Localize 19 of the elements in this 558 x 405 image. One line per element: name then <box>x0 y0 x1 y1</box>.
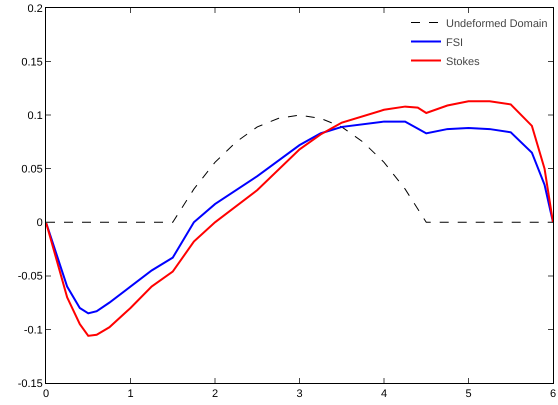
x-tick-label: 5 <box>465 388 472 400</box>
x-tick-label: 1 <box>127 388 134 400</box>
x-tick-label: 2 <box>212 388 218 400</box>
legend-label: Stokes <box>446 56 480 68</box>
y-tick-label: 0.2 <box>28 2 43 15</box>
line-series <box>46 100 553 337</box>
y-tick-label: 0.15 <box>21 56 43 68</box>
y-tick-label: 0 <box>36 217 43 230</box>
y-tick-label: 0.05 <box>21 164 43 176</box>
y-tick-label: -0.05 <box>18 270 43 283</box>
x-tick-label: 3 <box>296 388 303 400</box>
x-tick-label: 6 <box>550 388 556 400</box>
legend-label: Undeformed Domain <box>446 18 548 30</box>
legend-label: FSI <box>446 36 464 49</box>
y-tick-label: -0.15 <box>18 378 43 390</box>
y-tick-label: 0.1 <box>28 110 43 122</box>
y-tick-label: -0.1 <box>24 324 43 336</box>
x-tick-label: 4 <box>380 388 388 400</box>
line-series <box>46 120 553 314</box>
